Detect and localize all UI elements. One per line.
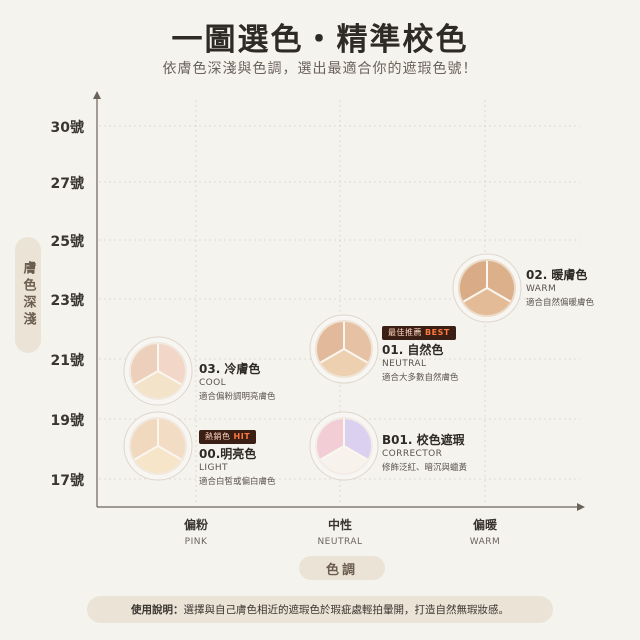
x-category-zh: 中性	[327, 518, 352, 532]
product-name: 03. 冷膚色	[199, 362, 261, 376]
x-category-zh: 偏暖	[472, 518, 497, 532]
hit-badge: 熱銷色 HIT	[199, 430, 257, 444]
product-label-light: 熱銷色 HIT 00.明亮色 LIGHT 適合白皙或偏白膚色	[199, 424, 276, 487]
product-desc: 適合大多數自然膚色	[382, 372, 459, 383]
product-name: 01. 自然色	[382, 342, 444, 357]
product-label-cool: 03. 冷膚色 COOL 適合偏粉調明亮膚色	[199, 362, 276, 402]
y-tick-25: 25號	[50, 234, 84, 250]
y-axis-label: 膚色深淺	[15, 237, 41, 353]
x-category-neutral: 中性 NEUTRAL	[280, 516, 400, 547]
usage-text: 選擇與自己膚色相近的遮瑕色於瑕疵處輕拍暈開，打造自然無瑕妝感。	[183, 604, 510, 616]
x-axis-arrow	[577, 503, 585, 511]
product-name: 02. 暖膚色	[526, 268, 588, 282]
x-category-zh: 偏粉	[183, 518, 208, 532]
x-category-en: WARM	[469, 537, 501, 547]
usage-note: 使用說明： 選擇與自己膚色相近的遮瑕色於瑕疵處輕拍暈開，打造自然無瑕妝感。	[87, 596, 553, 623]
badge-highlight: BEST	[425, 328, 450, 337]
page-title: 一圖選色・精準校色	[171, 22, 469, 58]
x-category-pink: 偏粉 PINK	[136, 516, 256, 547]
product-desc: 適合白皙或偏白膚色	[199, 476, 276, 487]
x-category-en: PINK	[184, 537, 208, 547]
badge-text: 最佳推薦	[388, 328, 422, 337]
page-subtitle: 依膚色深淺與色調，選出最適合你的遮瑕色號！	[162, 61, 478, 77]
x-category-warm: 偏暖 WARM	[425, 516, 545, 547]
product-en: NEUTRAL	[382, 358, 427, 369]
badge-text: 熱銷色	[205, 432, 231, 441]
product-name: B01. 校色遮瑕	[382, 433, 465, 447]
product-name: 00.明亮色	[199, 446, 257, 461]
product-label-neutral: 最佳推薦 BEST 01. 自然色 NEUTRAL 適合大多數自然膚色	[382, 320, 459, 383]
y-tick-19: 19號	[50, 413, 84, 429]
product-label-warm: 02. 暖膚色 WARM 適合自然偏暖膚色	[526, 268, 594, 308]
palette-corrector[interactable]	[309, 411, 379, 481]
best-badge: 最佳推薦 BEST	[382, 326, 456, 340]
badge-highlight: HIT	[233, 432, 251, 441]
product-en: LIGHT	[199, 462, 228, 473]
product-desc: 適合自然偏暖膚色	[526, 298, 595, 309]
palette-warm[interactable]	[452, 253, 522, 323]
product-desc: 適合偏粉調明亮膚色	[199, 392, 276, 403]
x-category-en: NEUTRAL	[317, 537, 363, 547]
product-en: WARM	[526, 284, 557, 295]
y-tick-30: 30號	[50, 120, 84, 136]
product-en: COOL	[199, 378, 227, 389]
y-tick-23: 23號	[50, 293, 84, 309]
product-label-corrector: B01. 校色遮瑕 CORRECTOR 修飾泛紅、暗沉與蠟黃	[382, 433, 467, 473]
palette-cool[interactable]	[123, 336, 193, 406]
palette-light[interactable]	[123, 411, 193, 481]
usage-label: 使用說明：	[131, 604, 184, 616]
y-tick-21: 21號	[50, 353, 84, 369]
product-desc: 修飾泛紅、暗沉與蠟黃	[382, 463, 468, 474]
y-axis-arrow	[93, 91, 101, 99]
y-tick-17: 17號	[50, 473, 84, 489]
x-axis-label: 色調	[299, 556, 385, 580]
palette-neutral[interactable]	[309, 314, 379, 384]
product-en: CORRECTOR	[382, 449, 443, 460]
y-tick-27: 27號	[50, 176, 84, 192]
